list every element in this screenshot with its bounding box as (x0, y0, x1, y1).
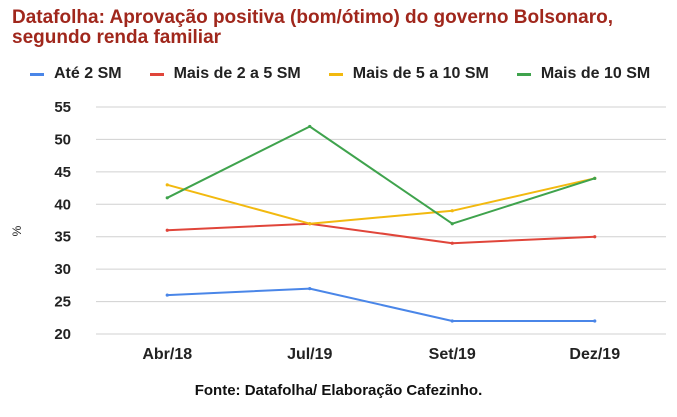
y-tick-label-4: 40 (54, 196, 71, 213)
series-line-0 (167, 287, 595, 322)
chart-legend: Até 2 SM Mais de 2 a 5 SM Mais de 5 a 10… (30, 64, 650, 84)
legend-label-mais-de-10-sm: Mais de 10 SM (540, 65, 651, 82)
y-tick-label-0: 20 (54, 326, 71, 343)
legend-swatch-mais-de-10-sm (516, 72, 531, 76)
y-tick-label-6: 50 (54, 131, 71, 148)
x-tick-label-1: Jul/19 (287, 346, 332, 363)
data-point-s0-2 (450, 319, 454, 323)
data-point-s0-3 (593, 319, 597, 323)
legend-swatch-mais-de-2-a-5-sm (149, 72, 164, 76)
data-point-s1-0 (165, 228, 169, 232)
chart-title-line-2: segundo renda familiar (12, 27, 222, 48)
x-tick-label-3: Dez/19 (569, 346, 620, 363)
data-point-s0-1 (308, 287, 312, 291)
legend-swatch-mais-de-5-a-10-sm (328, 72, 343, 76)
y-tick-label-5: 45 (54, 164, 71, 181)
data-point-s3-0 (165, 196, 169, 200)
data-point-s3-1 (308, 124, 312, 129)
legend-label-mais-de-5-a-10-sm: Mais de 5 a 10 SM (352, 65, 489, 82)
legend-item-mais-de-5-a-10-sm: Mais de 5 a 10 SM (328, 65, 489, 83)
chart-title: Datafolha: Aprovação positiva (bom/ótimo… (12, 8, 672, 48)
data-point-s1-2 (450, 241, 454, 245)
data-point-s2-2 (450, 209, 454, 213)
data-point-s3-2 (450, 222, 454, 226)
data-point-s3-3 (593, 176, 597, 180)
legend-item-mais-de-2-a-5-sm: Mais de 2 a 5 SM (149, 65, 301, 83)
chart-title-line-1: Datafolha: Aprovação positiva (bom/ótimo… (12, 7, 614, 28)
source-note: Fonte: Datafolha/ Elaboração Cafezinho. (194, 382, 483, 399)
data-point-s1-3 (593, 235, 597, 239)
y-axis-label: % (10, 225, 24, 236)
data-point-s2-0 (165, 183, 169, 187)
y-tick-label-7: 55 (54, 99, 71, 116)
y-tick-label-1: 25 (54, 294, 71, 311)
legend-label-mais-de-2-a-5-sm: Mais de 2 a 5 SM (173, 65, 301, 82)
series-line-2 (167, 177, 596, 225)
y-tick-label-3: 35 (54, 229, 71, 246)
legend-swatch-ate-2-sm (30, 72, 44, 76)
data-point-s0-0 (165, 293, 169, 297)
legend-item-ate-2-sm: Até 2 SM (30, 65, 122, 83)
legend-label-ate-2-sm: Até 2 SM (54, 65, 122, 82)
y-tick-label-2: 30 (54, 261, 71, 278)
series-line-3 (166, 125, 596, 225)
legend-item-mais-de-10-sm: Mais de 10 SM (516, 65, 651, 83)
series-line-1 (167, 222, 595, 245)
data-point-s2-1 (308, 222, 312, 226)
x-tick-label-0: Abr/18 (142, 346, 192, 363)
x-tick-label-2: Set/19 (429, 346, 476, 363)
